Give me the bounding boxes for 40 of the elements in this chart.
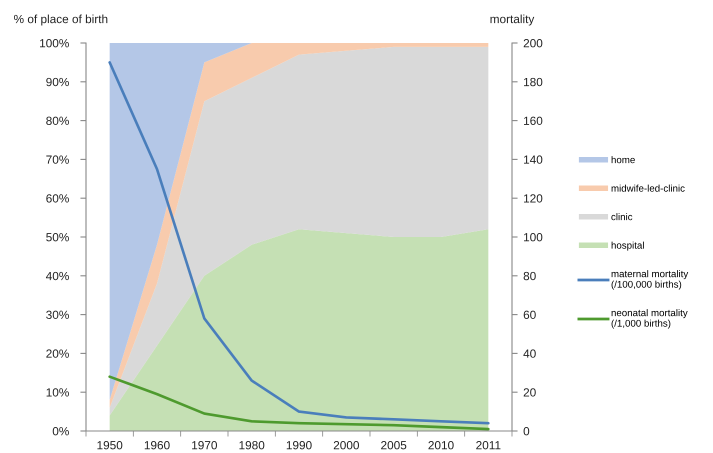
legend-label: home <box>612 156 635 164</box>
y2-tick-label: 120 <box>524 194 542 203</box>
y-tick-label: 30% <box>46 310 69 319</box>
y2-tick-label: 180 <box>524 78 542 86</box>
legend-label: hospital <box>612 242 644 251</box>
y2-tick-label: 140 <box>524 155 542 164</box>
x-tick-label: 1960 <box>144 441 170 450</box>
y2-tick-label: 80 <box>524 272 536 280</box>
y-tick-label: 60% <box>46 194 69 203</box>
x-tick-label: 1970 <box>192 441 218 450</box>
legend-label: clinic <box>611 213 632 220</box>
y-tick-label: 100% <box>40 39 69 48</box>
y-tick-label: 40% <box>46 272 69 280</box>
y-axis-title: % of place of birth <box>14 14 108 26</box>
y-tick-label: 50% <box>46 233 69 242</box>
y-tick-label: 10% <box>46 388 69 397</box>
x-tick-label: 2000 <box>334 441 360 450</box>
y2-tick-label: 0 <box>524 427 530 436</box>
y2-tick-label: 100 <box>524 233 542 242</box>
x-tick-label: 2010 <box>428 441 454 450</box>
y-tick-label: 80% <box>46 116 69 125</box>
x-tick-label: 2005 <box>381 441 406 450</box>
y-tick-label: 70% <box>46 155 69 164</box>
y2-tick-label: 60 <box>524 310 536 319</box>
y2-tick-label: 160 <box>524 116 542 125</box>
y2-axis-title: mortality <box>490 14 534 26</box>
line-series <box>108 375 490 430</box>
y-tick-label: 20% <box>46 349 69 358</box>
legend-label: neonatal mortality (/1,000 births) <box>612 309 688 329</box>
x-tick-label: 1990 <box>286 441 312 450</box>
y-tick-label: 0% <box>52 427 69 436</box>
x-tick-label: 1980 <box>239 441 264 450</box>
y-tick-label: 90% <box>46 78 69 86</box>
x-tick-label: 2011 <box>476 441 500 450</box>
legend-label: midwife-led-clinic <box>612 184 685 192</box>
y2-tick-label: 20 <box>524 388 536 397</box>
y2-tick-label: 200 <box>524 39 542 48</box>
legend-label: maternal mortality (/100,000 births) <box>612 270 688 290</box>
y2-tick-label: 40 <box>523 349 536 358</box>
x-tick-label: 1950 <box>97 441 122 450</box>
